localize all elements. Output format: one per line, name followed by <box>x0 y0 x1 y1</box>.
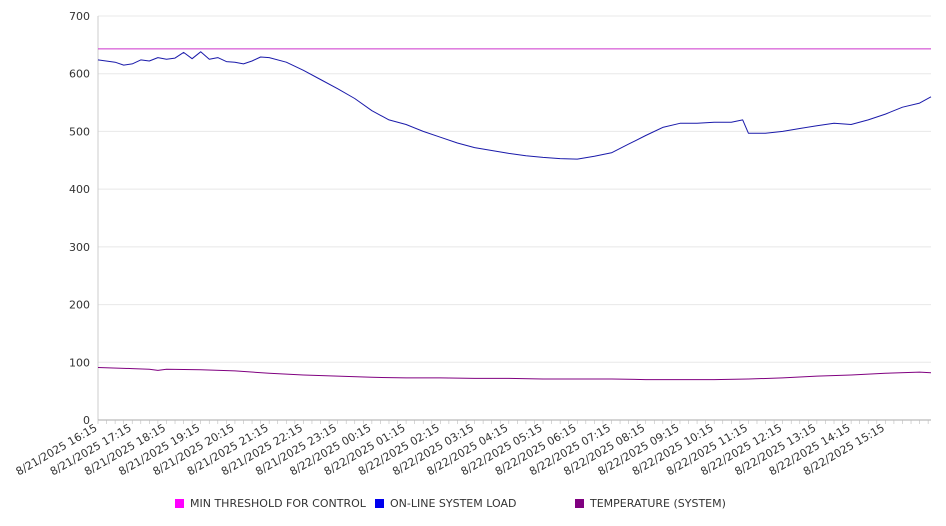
y-tick-label: 400 <box>69 183 90 196</box>
y-tick-labels: 0 100 200 300 400 500 600 700 <box>69 10 90 427</box>
y-tick-label: 100 <box>69 356 90 369</box>
series-line-2 <box>97 367 932 381</box>
y-tick-label: 300 <box>69 241 90 254</box>
legend-label-system-load: ON-LINE SYSTEM LOAD <box>390 497 517 510</box>
legend-label-temperature: TEMPERATURE (SYSTEM) <box>590 497 726 510</box>
legend-item-min-threshold: MIN THRESHOLD FOR CONTROL <box>175 497 366 510</box>
y-tick-label: 700 <box>69 10 90 23</box>
chart-legend: MIN THRESHOLD FOR CONTROL ON-LINE SYSTEM… <box>0 497 946 515</box>
grid-lines <box>98 15 931 363</box>
axes <box>97 16 931 424</box>
y-tick-label: 0 <box>83 414 90 427</box>
series-line-1 <box>97 51 932 160</box>
legend-swatch-system-load <box>375 499 384 508</box>
legend-item-system-load: ON-LINE SYSTEM LOAD <box>375 497 516 510</box>
y-tick-label: 600 <box>69 68 90 81</box>
y-tick-label: 200 <box>69 299 90 312</box>
legend-item-temperature: TEMPERATURE (SYSTEM) <box>575 497 726 510</box>
series-lines <box>97 48 932 381</box>
y-tick-label: 500 <box>69 125 90 138</box>
legend-swatch-min-threshold <box>175 499 184 508</box>
legend-swatch-temperature <box>575 499 584 508</box>
x-tick-labels: 8/21/2025 16:158/21/2025 17:158/21/2025 … <box>14 421 887 478</box>
legend-label-min-threshold: MIN THRESHOLD FOR CONTROL <box>190 497 366 510</box>
